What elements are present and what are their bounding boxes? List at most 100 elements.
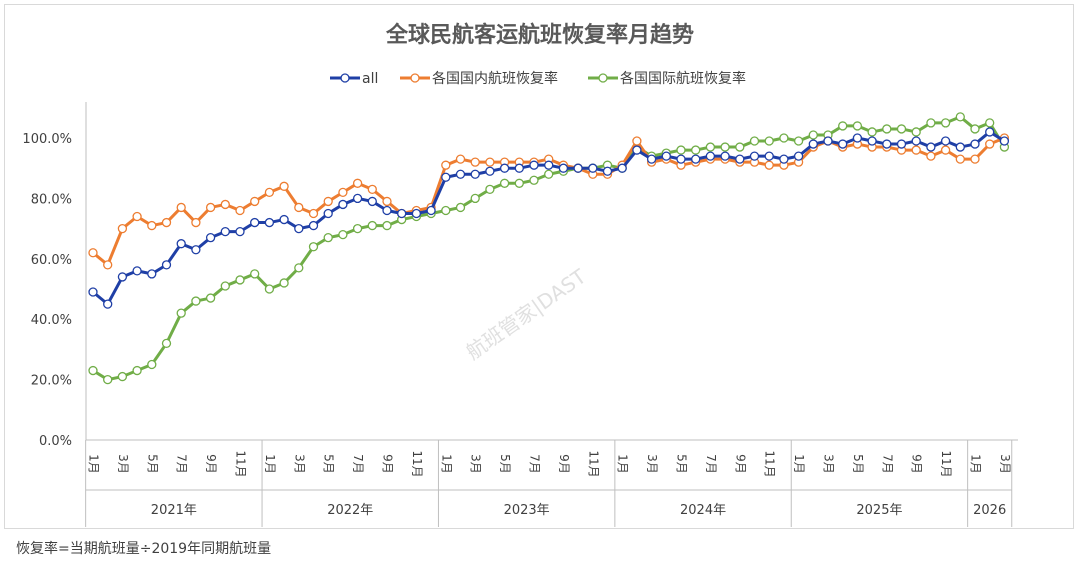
- data-point: [867, 127, 877, 137]
- legend-marker: [340, 73, 350, 83]
- x-tick-label: 5月: [322, 454, 336, 474]
- y-tick-label: 80.0%: [31, 192, 72, 207]
- x-tick-label: 1月: [439, 454, 453, 474]
- data-point: [926, 118, 936, 128]
- data-point: [970, 154, 980, 164]
- data-point: [485, 157, 495, 167]
- legend-marker: [598, 73, 608, 83]
- data-point: [220, 281, 230, 291]
- data-point: [720, 142, 730, 152]
- data-point: [676, 145, 686, 155]
- year-label: 2022年: [327, 503, 373, 518]
- data-point: [823, 136, 833, 146]
- data-point: [455, 154, 466, 164]
- data-point: [808, 130, 818, 140]
- data-point: [617, 163, 627, 173]
- data-point: [573, 163, 583, 173]
- data-point: [367, 196, 377, 207]
- data-point: [352, 223, 363, 234]
- x-tick-label: 5月: [675, 454, 689, 474]
- data-point: [764, 160, 774, 170]
- data-point: [250, 269, 260, 279]
- x-tick-label: 3月: [292, 454, 306, 474]
- x-tick-label: 1月: [87, 454, 101, 474]
- x-tick-label: 3月: [645, 454, 659, 474]
- data-point: [132, 211, 142, 222]
- watermark: 航班管家|DAST: [462, 264, 591, 365]
- data-point: [441, 160, 451, 170]
- x-tick-label: 1月: [616, 454, 630, 474]
- data-point: [764, 151, 774, 161]
- year-label: 2021年: [151, 503, 197, 518]
- data-point: [985, 127, 995, 137]
- data-point: [191, 217, 201, 228]
- data-point: [205, 293, 216, 303]
- data-point: [191, 296, 201, 306]
- data-point: [485, 184, 495, 194]
- data-point: [499, 163, 510, 173]
- data-point: [132, 266, 142, 276]
- data-point: [705, 142, 716, 152]
- data-point: [764, 136, 774, 146]
- data-point: [176, 202, 186, 213]
- data-point: [940, 145, 951, 155]
- data-point: [279, 278, 289, 288]
- x-tick-label: 3月: [116, 454, 130, 474]
- data-point: [661, 151, 671, 161]
- data-point: [749, 136, 760, 146]
- data-point: [470, 157, 480, 167]
- data-point: [705, 151, 716, 161]
- data-point: [955, 154, 965, 164]
- data-point: [294, 202, 304, 213]
- data-point: [544, 169, 554, 179]
- x-tick-label: 11月: [763, 450, 777, 477]
- data-point: [294, 263, 304, 273]
- data-point: [352, 193, 363, 204]
- data-point: [867, 136, 877, 146]
- x-tick-label: 9月: [381, 454, 395, 474]
- legend-label: 各国国际航班恢复率: [620, 70, 746, 87]
- data-point: [205, 202, 216, 213]
- footnote: 恢复率=当期航班量÷2019年同期航班量: [16, 541, 272, 557]
- data-point: [382, 220, 392, 231]
- data-point: [147, 359, 157, 370]
- data-point: [544, 160, 554, 170]
- data-point: [235, 226, 245, 237]
- data-point: [279, 214, 289, 225]
- data-point: [529, 175, 539, 185]
- data-point: [220, 226, 230, 237]
- data-point: [779, 154, 789, 164]
- data-point: [955, 112, 965, 122]
- x-tick-label: 9月: [910, 454, 924, 474]
- data-point: [676, 154, 686, 164]
- data-point: [132, 365, 142, 376]
- data-point: [220, 199, 230, 210]
- x-tick-label: 5月: [851, 454, 865, 474]
- data-point: [646, 154, 657, 164]
- data-point: [896, 139, 907, 149]
- data-point: [382, 196, 392, 207]
- data-point: [485, 166, 495, 176]
- data-point: [352, 178, 363, 188]
- data-point: [720, 151, 730, 161]
- y-tick-label: 100.0%: [22, 132, 72, 147]
- data-point: [882, 124, 892, 134]
- data-point: [441, 205, 451, 216]
- legend-label: all: [362, 71, 378, 87]
- data-point: [161, 217, 172, 228]
- legend-item: all: [330, 71, 378, 87]
- legend: all 各国国内航班恢复率 各国国际航班恢复率: [330, 70, 746, 87]
- chart-frame: [4, 4, 1074, 529]
- data-point: [911, 127, 921, 137]
- x-tick-label: 3月: [998, 454, 1012, 474]
- data-point: [88, 365, 98, 376]
- data-point: [793, 136, 804, 146]
- data-point: [852, 133, 863, 143]
- data-point: [499, 178, 510, 188]
- x-tick-label: 5月: [145, 454, 159, 474]
- y-tick-label: 20.0%: [31, 374, 72, 389]
- data-point: [411, 208, 422, 219]
- data-point: [117, 223, 128, 234]
- data-point: [793, 151, 804, 161]
- data-point: [940, 136, 951, 146]
